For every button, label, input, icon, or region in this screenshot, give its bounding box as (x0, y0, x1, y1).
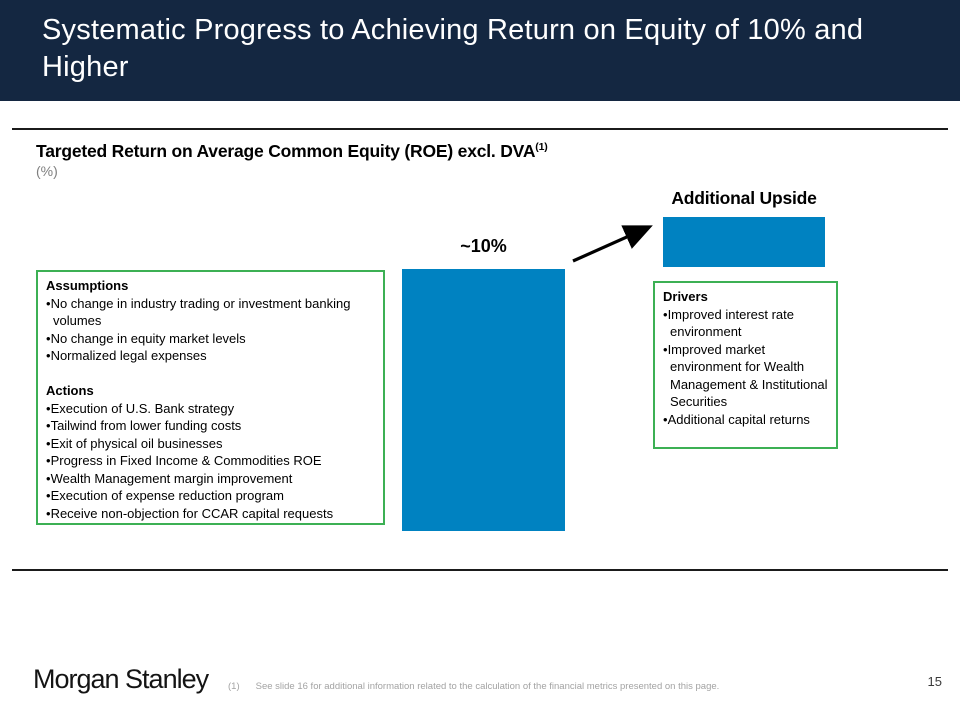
top-divider (12, 128, 948, 130)
list-item: Progress in Fixed Income & Commodities R… (46, 452, 375, 470)
list-item: Additional capital returns (663, 411, 830, 429)
list-item: Improved interest rate environment (663, 306, 830, 341)
bottom-divider (12, 569, 948, 571)
actions-heading: Actions (46, 383, 94, 398)
list-item: Exit of physical oil businesses (46, 435, 375, 453)
drivers-box: Drivers Improved interest rate environme… (653, 281, 838, 449)
morgan-stanley-logo: Morgan Stanley (33, 664, 209, 694)
upside-bar-label: Additional Upside (671, 188, 817, 208)
spacer (46, 365, 375, 383)
list-item: Improved market environment for Wealth M… (663, 341, 830, 411)
list-item: Execution of expense reduction program (46, 487, 375, 505)
current-roe-label: ~10% (460, 236, 507, 256)
footnote-reference: (1) (535, 141, 548, 154)
list-item: No change in industry trading or investm… (46, 295, 375, 330)
additional-upside-bar (663, 217, 825, 267)
chart-heading: Targeted Return on Average Common Equity… (36, 141, 548, 162)
upside-arrow-icon (565, 216, 665, 271)
drivers-heading: Drivers (663, 289, 708, 304)
assumptions-heading: Assumptions (46, 278, 129, 293)
page-number: 15 (927, 674, 942, 689)
footnote-marker: (1) (228, 681, 240, 692)
assumptions-box: Assumptions No change in industry tradin… (36, 270, 385, 525)
list-item: Execution of U.S. Bank strategy (46, 400, 375, 418)
footnote-text: See slide 16 for additional information … (255, 681, 720, 692)
chart-heading-text: Targeted Return on Average Common Equity… (36, 141, 536, 161)
chart-unit-label: (%) (36, 163, 58, 179)
list-item: Receive non-objection for CCAR capital r… (46, 505, 375, 523)
targeted-roe-bar (402, 269, 565, 531)
slide-header: Systematic Progress to Achieving Return … (0, 0, 960, 101)
footnote: (1) See slide 16 for additional informat… (228, 681, 788, 692)
list-item: Normalized legal expenses (46, 347, 375, 365)
list-item: Wealth Management margin improvement (46, 470, 375, 488)
list-item: No change in equity market levels (46, 330, 375, 348)
slide-title: Systematic Progress to Achieving Return … (42, 14, 864, 83)
list-item: Tailwind from lower funding costs (46, 417, 375, 435)
